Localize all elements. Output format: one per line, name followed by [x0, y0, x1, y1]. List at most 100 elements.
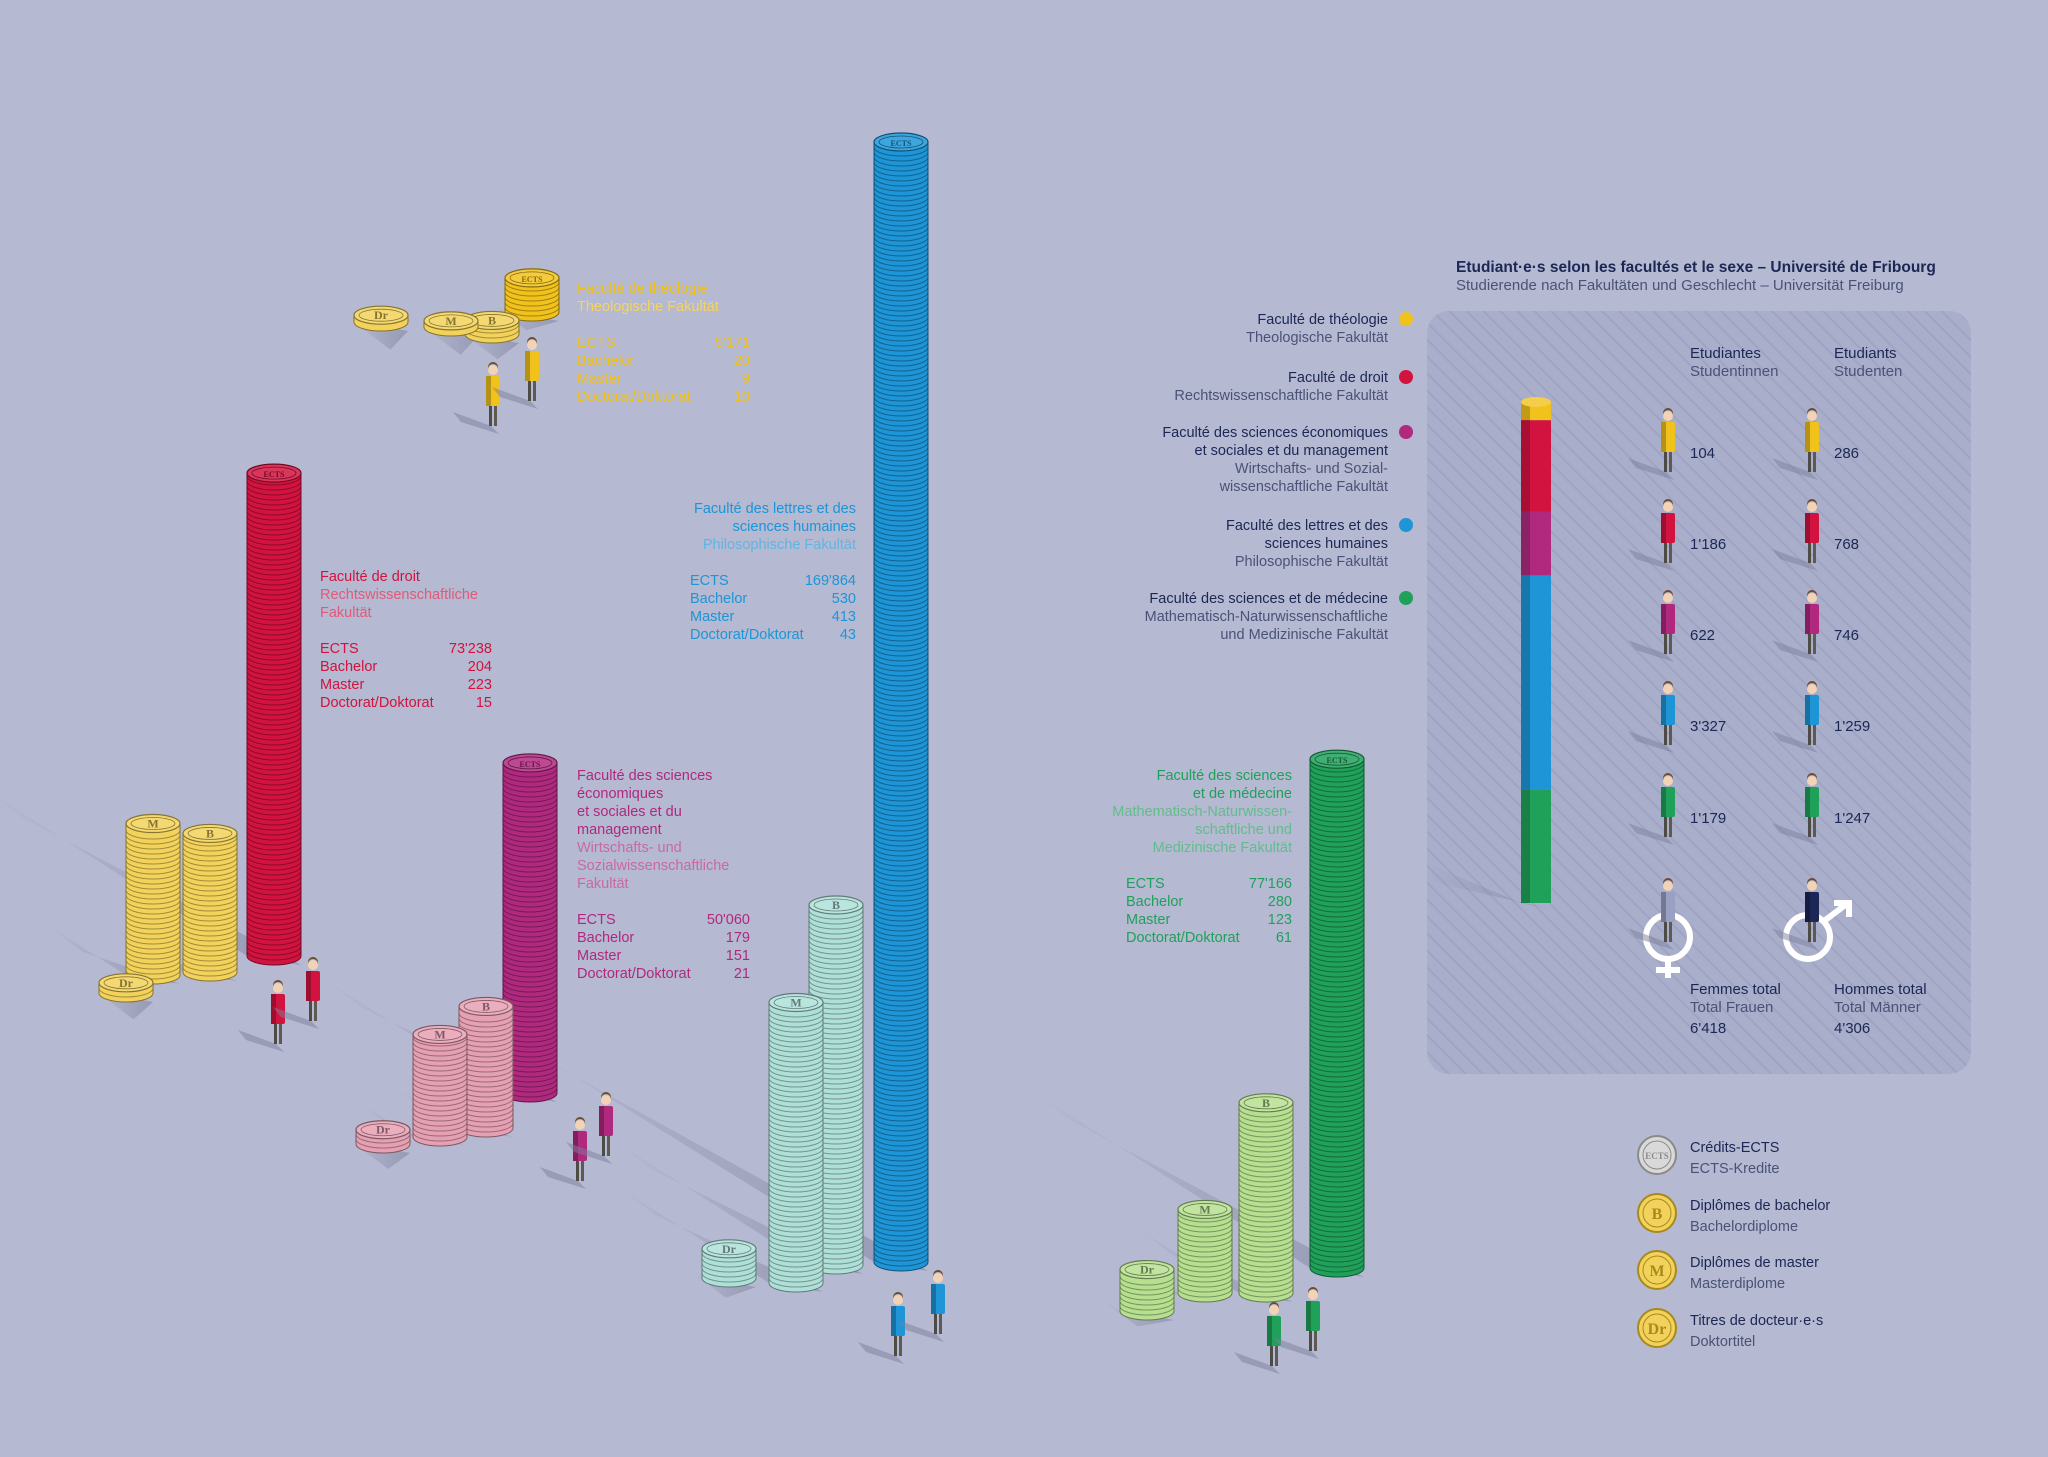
coin-legend-item-4: Dr Titres de docteur·e·s Doktortitel — [1637, 1308, 1823, 1350]
ects-stack-law: ECTS — [246, 463, 302, 966]
stat-value: 123 — [1268, 912, 1292, 928]
legend-item-law: Faculté de droit Rechtswissenschaftliche … — [1174, 370, 1413, 404]
stat-label: Bachelor — [690, 591, 747, 607]
text-layer: Faculté de théologie Theologische Fakultä… — [320, 259, 1936, 982]
coin-legend-de: Doktortitel — [1690, 1334, 1755, 1350]
faculty-label-science: Faculté des sciences et de médecine Mathem… — [1112, 768, 1292, 946]
stat-label: Master — [577, 371, 621, 387]
doctorate-stack-econ: Dr — [355, 1120, 411, 1154]
legend-name-de: wissenschaftliche Fakultät — [1219, 479, 1388, 495]
ects-stack-science-base — [1310, 1259, 1364, 1277]
coin-legend-fr: Diplômes de master — [1690, 1255, 1819, 1271]
legend-name-fr: Faculté de théologie — [1257, 312, 1388, 328]
master-stack-theology: M — [423, 311, 479, 337]
legend-name-de: und Medizinische Fakultät — [1220, 627, 1388, 643]
chart-subtitle: Studierende nach Fakultäten und Geschlec… — [1456, 277, 1904, 294]
master-stack-theology-glyph: M — [445, 314, 456, 328]
female-total-figure — [1628, 878, 1675, 950]
faculty-name-de: Philosophische Fakultät — [703, 537, 856, 553]
coin-legend-fr: Diplômes de bachelor — [1690, 1198, 1830, 1214]
female-figure-letters — [1628, 681, 1675, 753]
doctorate-stack-econ-glyph: Dr — [376, 1123, 391, 1137]
legend-item-theology: Faculté de théologie Theologische Fakultä… — [1246, 312, 1413, 346]
person-science-male — [1273, 1287, 1320, 1359]
faculty-label-theology: Faculté de théologie Theologische Fakultä… — [577, 281, 750, 405]
people-layer — [238, 337, 1320, 1374]
male-count-science: 1'247 — [1834, 810, 1870, 827]
bachelor-stack-econ-base — [459, 1119, 513, 1137]
stat-label: ECTS — [577, 912, 616, 928]
legend-item-econ: Faculté des sciences économiques et socia… — [1162, 425, 1413, 495]
female-figure-law — [1628, 499, 1675, 571]
female-count-theology: 104 — [1690, 445, 1715, 462]
coin-legend-de: ECTS-Kredite — [1690, 1161, 1779, 1177]
faculty-label-letters: Faculté des lettres et des sciences humai… — [690, 501, 856, 643]
doctorate-stack-science: Dr — [1119, 1259, 1175, 1321]
legend-name-fr: Faculté de droit — [1288, 370, 1388, 386]
stat-label: Bachelor — [320, 659, 377, 675]
coin-glyph: Dr — [1648, 1321, 1667, 1338]
male-count-letters: 1'259 — [1834, 718, 1870, 735]
ects-stack-law-glyph: ECTS — [264, 470, 285, 479]
person-letters-male — [898, 1270, 945, 1342]
legend-name-fr: Faculté des sciences et de médecine — [1149, 591, 1388, 607]
master-stack-science-body — [1178, 1209, 1232, 1293]
coin-glyph: ECTS — [1645, 1151, 1669, 1161]
legend-name-de: Mathematisch-Naturwissenschaftliche — [1145, 609, 1388, 625]
coin-glyph: M — [1649, 1263, 1664, 1280]
ects-stack-theology: ECTS — [504, 268, 560, 322]
male-figure-theology — [1772, 408, 1819, 480]
legend-name-de: Rechtswissenschaftliche Fakultät — [1174, 388, 1388, 404]
faculty-name-fr: Faculté des sciences — [1157, 768, 1292, 784]
male-figure-econ — [1772, 590, 1819, 662]
female-figure-theology — [1628, 408, 1675, 480]
stat-label: Master — [577, 948, 621, 964]
stat-label: Doctorat/Doktorat — [577, 966, 691, 982]
ects-stack-letters-body — [874, 142, 928, 1262]
stat-label: Doctorat/Doktorat — [320, 695, 434, 711]
stat-label: Bachelor — [1126, 894, 1183, 910]
master-stack-econ-base — [413, 1128, 467, 1146]
coin-legend-fr: Crédits-ECTS — [1690, 1140, 1779, 1156]
chart-title: Etudiant·e·s selon les facultés et le se… — [1456, 259, 1936, 276]
coin-legend-fr: Titres de docteur·e·s — [1690, 1313, 1823, 1329]
master-stack-science-glyph: M — [1199, 1202, 1210, 1216]
female-count-science: 1'179 — [1690, 810, 1726, 827]
stat-value: 151 — [726, 948, 750, 964]
stat-value: 204 — [468, 659, 492, 675]
doctorate-stack-theology-glyph: Dr — [374, 308, 389, 322]
male-header: Etudiants — [1834, 345, 1897, 362]
stat-label: ECTS — [577, 335, 616, 351]
bachelor-stack-letters-glyph: B — [832, 898, 840, 912]
person-law-female — [238, 980, 285, 1052]
legend-name-fr: Faculté des sciences économiques — [1162, 425, 1388, 441]
stat-label: Master — [320, 677, 364, 693]
faculty-label-law: Faculté de droit Rechtswissenschaftliche F… — [320, 569, 492, 711]
ects-stack-econ-glyph: ECTS — [520, 760, 541, 769]
ects-stack-econ-base — [503, 1084, 557, 1102]
stat-value: 43 — [840, 627, 856, 643]
male-figure-science — [1772, 773, 1819, 845]
bachelor-stack-econ: B — [458, 996, 514, 1138]
bachelor-stack-science-glyph: B — [1262, 1096, 1270, 1110]
bachelor-stack-theology-base — [465, 325, 519, 343]
faculty-name-fr: Faculté de droit — [320, 569, 420, 585]
stat-value: 169'864 — [805, 573, 856, 589]
stat-value: 530 — [832, 591, 856, 607]
legend-dot-theology — [1399, 312, 1413, 326]
bachelor-stack-law-glyph: B — [206, 826, 214, 840]
legend-dot-letters — [1399, 518, 1413, 532]
stat-value: 61 — [1276, 930, 1292, 946]
master-stack-law-glyph: M — [147, 817, 158, 831]
stacked-bar-top — [1521, 397, 1551, 407]
doctorate-stack-law-glyph: Dr — [119, 976, 134, 990]
doctorate-stack-econ-base — [356, 1135, 410, 1153]
stat-value: 10 — [734, 389, 750, 405]
coin-legend: ECTS Crédits-ECTS ECTS-Kredite B Diplômes de… — [1637, 1135, 1830, 1350]
female-header: Etudiantes — [1690, 345, 1761, 362]
faculty-name-fr: Faculté des sciences — [577, 768, 712, 784]
doctorate-stack-letters-glyph: Dr — [722, 1242, 737, 1256]
master-stack-letters: M — [768, 992, 824, 1293]
ects-stack-letters: ECTS — [873, 132, 929, 1272]
